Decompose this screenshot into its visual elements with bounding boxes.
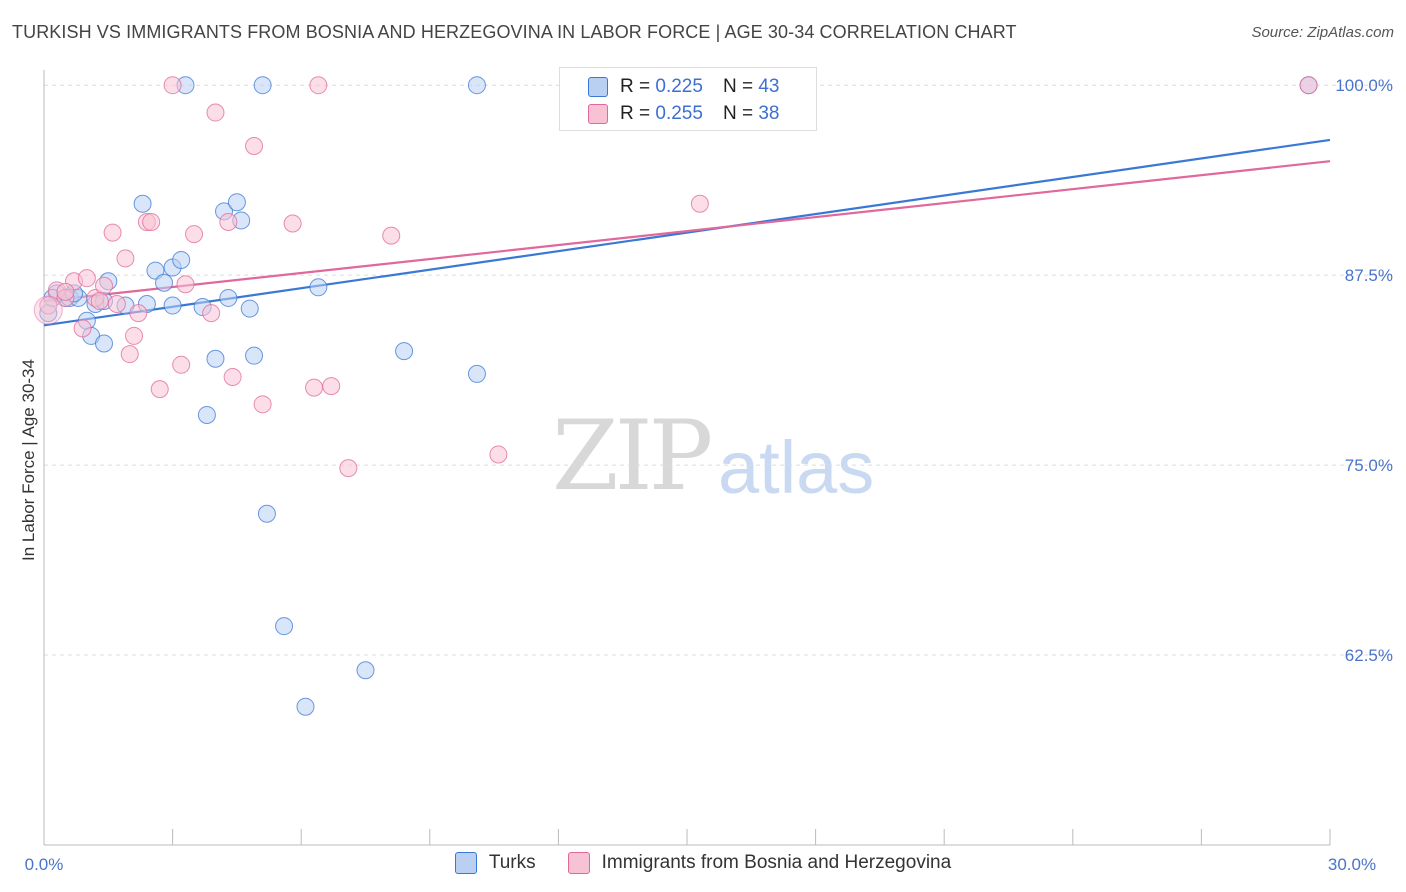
y-tick-label: 87.5% — [1345, 266, 1393, 285]
bosnia-points — [39, 76, 1318, 478]
y-axis-label: In Labor Force | Age 30-34 — [19, 359, 38, 561]
legend-item-bosnia[interactable]: Immigrants from Bosnia and Herzegovina — [567, 852, 952, 874]
axes — [43, 70, 1331, 846]
y-tick-label: 62.5% — [1345, 646, 1393, 665]
x-tick-label-start: 0.0% — [25, 855, 64, 874]
turks-point — [309, 278, 328, 297]
bosnia-point — [103, 223, 122, 242]
stats-row-turks: R = 0.225 N = 43 — [588, 76, 779, 98]
turks-point — [275, 617, 294, 636]
r-label: R = — [620, 76, 651, 97]
bosnia-point — [163, 76, 182, 95]
n-value: 38 — [758, 103, 780, 124]
legend-label-turks: Turks — [488, 852, 536, 873]
turks-point — [356, 661, 375, 680]
bosnia-point — [283, 214, 302, 233]
bosnia-point — [309, 76, 328, 95]
bosnia-point — [129, 304, 148, 323]
bosnia-point — [116, 249, 135, 268]
r-value: 0.225 — [655, 76, 703, 97]
bosnia-point — [245, 136, 264, 155]
bosnia-point — [489, 445, 508, 464]
bosnia-point — [77, 269, 96, 288]
bosnia-point — [107, 295, 126, 314]
turks-point — [219, 288, 238, 307]
x-tick-label-end: 30.0% — [1328, 855, 1376, 874]
turks-point — [206, 349, 225, 368]
bosnia-point — [206, 103, 225, 122]
bosnia-point — [95, 276, 114, 295]
turks-point — [245, 346, 264, 365]
watermark-atlas: atlas — [718, 426, 875, 509]
bosnia-point — [219, 212, 238, 231]
turks-point — [240, 299, 259, 318]
turks-point — [253, 76, 272, 95]
stats-legend: R = 0.225 N = 43 R = 0.255 N = 38 — [559, 67, 817, 131]
bosnia-point — [382, 226, 401, 245]
bosnia-point — [142, 212, 161, 231]
r-label: R = — [620, 103, 651, 124]
bosnia-point — [223, 367, 242, 386]
bosnia-point — [690, 194, 709, 213]
stats-row-bosnia: R = 0.255 N = 38 — [588, 103, 779, 125]
bosnia-point — [1299, 76, 1318, 95]
turks-point — [467, 364, 486, 383]
series-legend: Turks Immigrants from Bosnia and Herzego… — [0, 852, 1406, 874]
bosnia-point — [305, 378, 324, 397]
y-tick-label: 75.0% — [1345, 456, 1393, 475]
bosnia-point — [339, 459, 358, 478]
bosnia-trend-line — [43, 160, 1331, 303]
turks-point — [197, 405, 216, 424]
turks-swatch — [588, 77, 608, 97]
turks-point — [155, 273, 174, 292]
y-tick-label: 100.0% — [1335, 76, 1393, 95]
source-label: Source: ZipAtlas.com — [1251, 24, 1394, 41]
data-points — [33, 76, 1318, 716]
gridlines — [44, 84, 1392, 656]
bosnia-point — [176, 275, 195, 294]
bosnia-point — [150, 380, 169, 399]
turks-legend-swatch — [454, 852, 477, 874]
turks-point — [133, 194, 152, 213]
turks-point — [163, 296, 182, 315]
bosnia-point — [125, 326, 144, 345]
bosnia-point — [56, 282, 75, 301]
turks-points — [39, 76, 1318, 716]
bosnia-point — [120, 345, 139, 364]
legend-item-turks[interactable]: Turks — [454, 852, 536, 874]
chart-title: TURKISH VS IMMIGRANTS FROM BOSNIA AND HE… — [12, 22, 1017, 42]
bosnia-legend-swatch — [567, 852, 590, 874]
turks-point — [257, 504, 276, 523]
turks-point — [467, 76, 486, 95]
n-label: N = — [722, 103, 754, 124]
bosnia-point — [253, 395, 272, 414]
legend-label-bosnia: Immigrants from Bosnia and Herzegovina — [601, 852, 952, 873]
turks-point — [146, 261, 165, 280]
n-label: N = — [722, 76, 754, 97]
turks-point — [395, 342, 414, 361]
bosnia-point — [322, 377, 341, 396]
n-value: 43 — [758, 76, 780, 97]
turks-point — [172, 250, 191, 269]
trend-lines — [43, 138, 1331, 327]
bosnia-point — [185, 225, 204, 244]
bosnia-point — [172, 355, 191, 374]
bosnia-point — [90, 291, 109, 310]
watermark-zip: ZIP — [552, 400, 713, 512]
turks-trend-line — [43, 138, 1331, 327]
cluster-point — [33, 295, 63, 325]
bosnia-point — [39, 296, 58, 315]
turks-point — [95, 334, 114, 353]
bosnia-point — [202, 304, 221, 323]
turks-point — [296, 697, 315, 716]
bosnia-point — [73, 319, 92, 338]
bosnia-swatch — [588, 104, 608, 124]
axis-labels: 62.5% 75.0% 87.5% 100.0% 0.0% 30.0% In Labor F… — [19, 76, 1393, 874]
turks-point — [227, 193, 246, 212]
r-value: 0.255 — [655, 103, 703, 124]
